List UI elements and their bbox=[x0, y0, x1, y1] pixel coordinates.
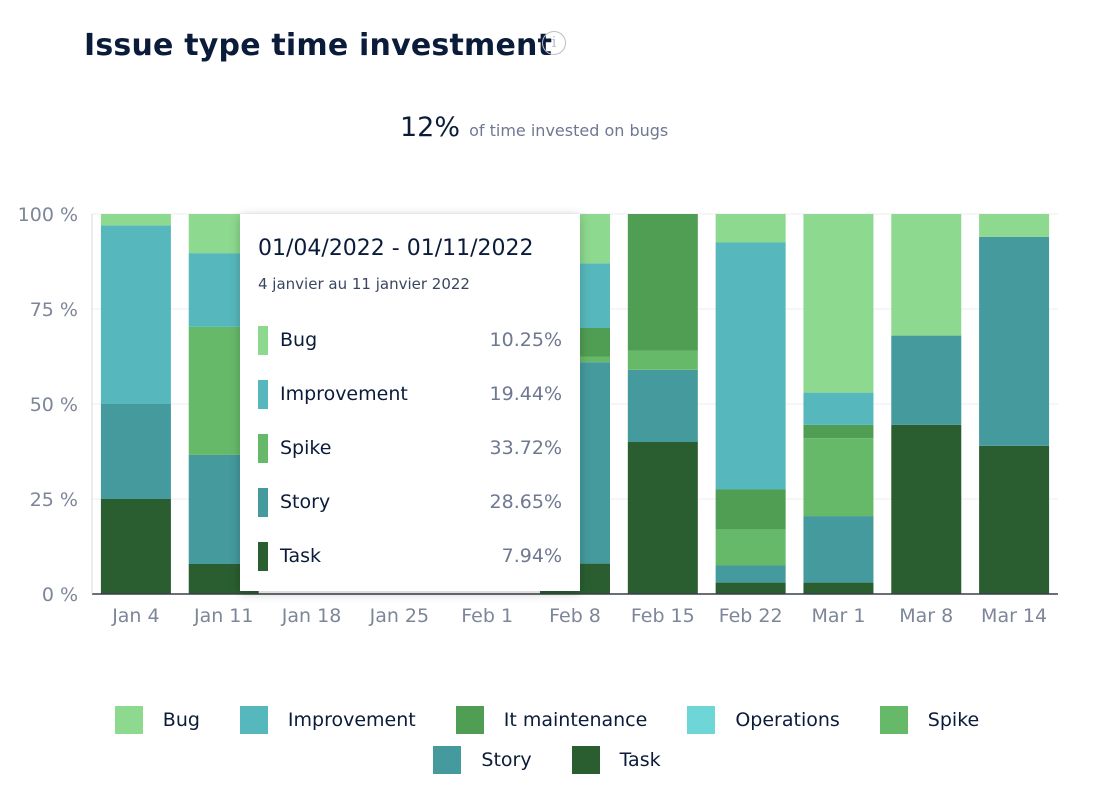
bar-segment-it-maintenance[interactable] bbox=[803, 424, 874, 439]
legend-item-bug[interactable]: Bug bbox=[114, 706, 200, 734]
bar-segment-story[interactable] bbox=[979, 236, 1050, 446]
x-tick-label: Mar 1 bbox=[811, 605, 865, 627]
legend-label: Task bbox=[619, 749, 661, 771]
bar-segment-bug[interactable] bbox=[715, 214, 786, 243]
tooltip-swatch bbox=[258, 379, 268, 409]
bar-segment-task[interactable] bbox=[979, 445, 1050, 594]
legend-swatch bbox=[114, 706, 143, 734]
summary-text: of time invested on bugs bbox=[469, 121, 669, 140]
tooltip-rows: Bug 10.25% Improvement 19.44% Spike 33.72% Sto… bbox=[258, 313, 562, 583]
legend-swatch bbox=[571, 746, 600, 774]
bar-segment-story[interactable] bbox=[715, 565, 786, 583]
bar-segment-bug[interactable] bbox=[803, 214, 874, 393]
legend-item-operations[interactable]: Operations bbox=[687, 706, 840, 734]
x-tick-label: Feb 15 bbox=[631, 605, 695, 627]
bar-segment-task[interactable] bbox=[627, 442, 698, 594]
legend-item-it-maintenance[interactable]: It maintenance bbox=[455, 706, 648, 734]
legend: Bug Improvement It maintenance Operations Sp… bbox=[0, 700, 1094, 780]
legend-item-spike[interactable]: Spike bbox=[879, 706, 980, 734]
summary-value: 12% bbox=[400, 112, 461, 143]
tooltip-row-label: Spike bbox=[280, 437, 332, 459]
bar-segment-spike[interactable] bbox=[803, 438, 874, 517]
legend-swatch bbox=[687, 706, 716, 734]
tooltip-subtitle: 4 janvier au 11 janvier 2022 bbox=[258, 275, 470, 293]
chart-title: Issue type time investment bbox=[84, 28, 553, 63]
bar-segment-story[interactable] bbox=[100, 404, 171, 499]
bar-segment-it-maintenance[interactable] bbox=[715, 489, 786, 530]
bar-segment-story[interactable] bbox=[627, 369, 698, 442]
bar-segment-spike[interactable] bbox=[627, 350, 698, 370]
x-tick-label: Feb 22 bbox=[719, 605, 783, 627]
tooltip-row-label: Task bbox=[280, 545, 322, 567]
tooltip-row-value: 19.44% bbox=[489, 383, 562, 405]
bar-segment-improvement[interactable] bbox=[803, 392, 874, 425]
legend-swatch bbox=[239, 706, 268, 734]
tooltip-row-value: 28.65% bbox=[489, 491, 562, 513]
x-tick-label: Feb 8 bbox=[549, 605, 601, 627]
legend-label: Bug bbox=[162, 709, 200, 731]
tooltip-row-label: Improvement bbox=[280, 383, 408, 405]
summary: 12% of time invested on bugs bbox=[400, 112, 668, 143]
tooltip-swatch bbox=[258, 325, 268, 355]
x-axis-ticks: Jan 4 Jan 11 Jan 18 Jan 25 Feb 1 Feb 8 Feb 15 F… bbox=[111, 605, 1047, 627]
bar-segment-improvement[interactable] bbox=[715, 242, 786, 490]
tooltip-row-label: Story bbox=[280, 491, 331, 513]
tooltip-swatch bbox=[258, 541, 268, 571]
y-tick-label: 25 % bbox=[30, 489, 78, 511]
bar-segment-it-maintenance[interactable] bbox=[627, 214, 698, 351]
tooltip-swatch bbox=[258, 487, 268, 517]
legend-label: Operations bbox=[735, 709, 840, 731]
bar-segment-task[interactable] bbox=[803, 582, 874, 594]
bar-segment-story[interactable] bbox=[891, 335, 962, 425]
legend-label: Improvement bbox=[287, 709, 416, 731]
x-tick-label: Jan 25 bbox=[369, 605, 430, 627]
tooltip-row: Story 28.65% bbox=[258, 475, 562, 529]
bar-segment-bug[interactable] bbox=[979, 214, 1050, 237]
x-tick-label: Jan 4 bbox=[111, 605, 159, 627]
tooltip-row: Improvement 19.44% bbox=[258, 367, 562, 421]
bar-segment-bug[interactable] bbox=[891, 214, 962, 336]
chart-tooltip: 01/04/2022 - 01/11/2022 4 janvier au 11 … bbox=[240, 214, 580, 591]
bar-segment-spike[interactable] bbox=[715, 529, 786, 566]
legend-label: It maintenance bbox=[503, 709, 648, 731]
legend-swatch bbox=[433, 746, 462, 774]
tooltip-row: Bug 10.25% bbox=[258, 313, 562, 367]
y-tick-label: 100 % bbox=[18, 204, 78, 226]
legend-row: Bug Improvement It maintenance Operations Sp… bbox=[0, 700, 1094, 740]
y-tick-label: 0 % bbox=[42, 584, 78, 606]
tooltip-row-value: 33.72% bbox=[489, 437, 562, 459]
legend-swatch bbox=[879, 706, 908, 734]
bar-segment-task[interactable] bbox=[715, 582, 786, 594]
tooltip-row: Spike 33.72% bbox=[258, 421, 562, 475]
bar-segment-bug[interactable] bbox=[100, 214, 171, 226]
bar-segment-story[interactable] bbox=[803, 516, 874, 583]
bar-segment-task[interactable] bbox=[100, 499, 171, 594]
bar-segment-improvement[interactable] bbox=[100, 225, 171, 404]
tooltip-row-value: 7.94% bbox=[501, 545, 562, 567]
legend-label: Spike bbox=[927, 709, 980, 731]
y-tick-label: 75 % bbox=[30, 299, 78, 321]
x-tick-label: Mar 14 bbox=[981, 605, 1047, 627]
info-icon[interactable]: i bbox=[542, 31, 566, 55]
legend-label: Story bbox=[481, 749, 532, 771]
tooltip-row: Task 7.94% bbox=[258, 529, 562, 583]
legend-item-task[interactable]: Task bbox=[571, 746, 661, 774]
tooltip-row-value: 10.25% bbox=[489, 329, 562, 351]
legend-item-improvement[interactable]: Improvement bbox=[239, 706, 416, 734]
tooltip-swatch bbox=[258, 433, 268, 463]
tooltip-date-range: 01/04/2022 - 01/11/2022 bbox=[258, 236, 534, 261]
x-tick-label: Jan 11 bbox=[193, 605, 254, 627]
y-tick-label: 50 % bbox=[30, 394, 78, 416]
x-tick-label: Jan 18 bbox=[281, 605, 342, 627]
bar-segment-task[interactable] bbox=[891, 424, 962, 594]
y-axis-ticks: 0 % 25 % 50 % 75 % 100 % bbox=[18, 204, 78, 606]
legend-item-story[interactable]: Story bbox=[433, 746, 532, 774]
x-tick-label: Feb 1 bbox=[461, 605, 513, 627]
x-tick-label: Mar 8 bbox=[899, 605, 953, 627]
legend-swatch bbox=[455, 706, 484, 734]
legend-row: Story Task bbox=[0, 740, 1094, 780]
tooltip-row-label: Bug bbox=[280, 329, 318, 351]
